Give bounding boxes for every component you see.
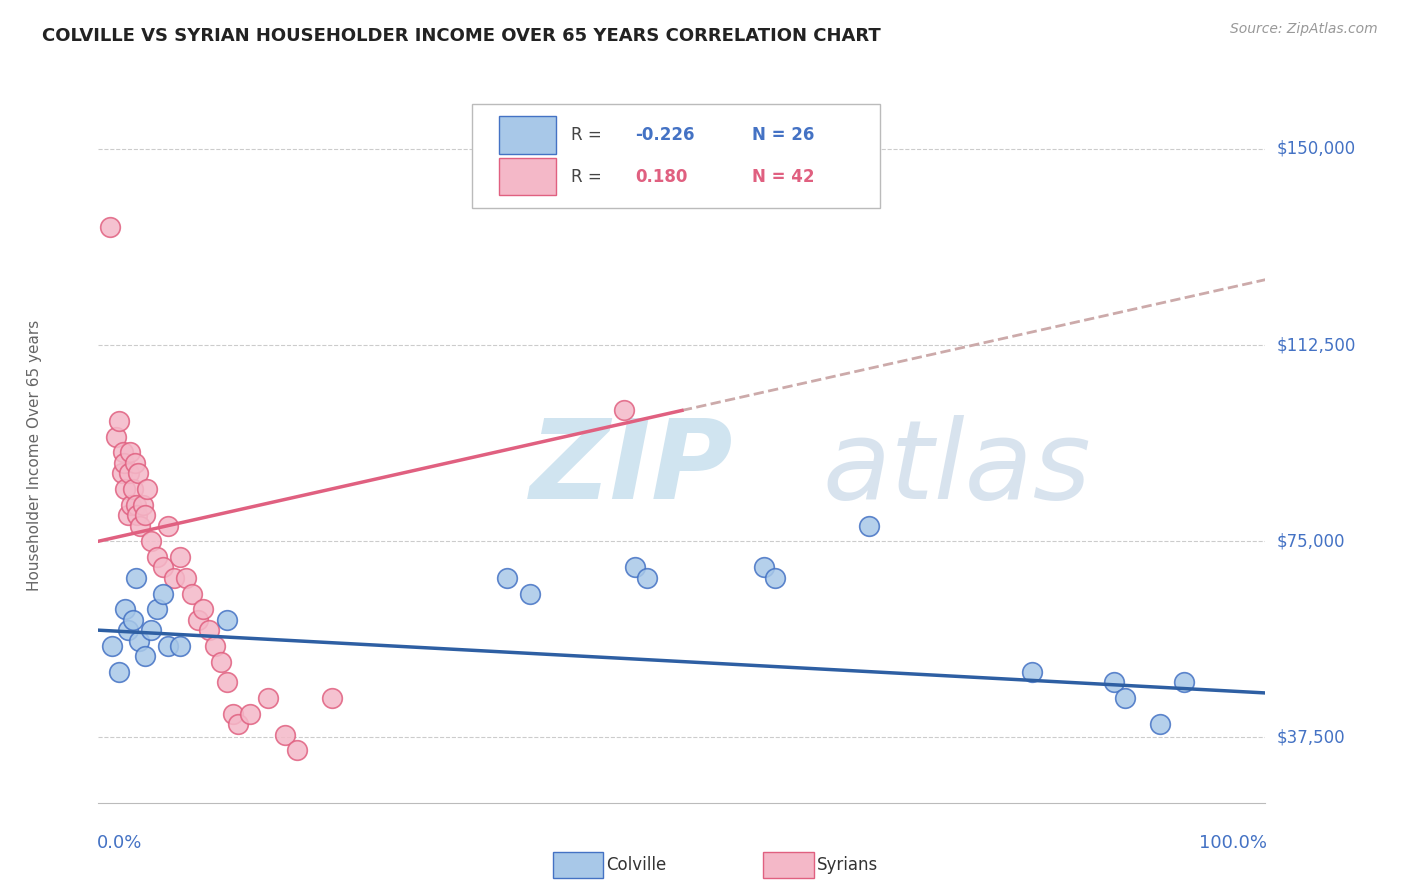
FancyBboxPatch shape bbox=[472, 103, 880, 208]
Point bbox=[120, 498, 142, 512]
Point bbox=[127, 467, 149, 481]
Point bbox=[117, 508, 139, 522]
Point bbox=[763, 571, 786, 585]
Point bbox=[101, 639, 124, 653]
Point bbox=[139, 534, 162, 549]
Point bbox=[118, 467, 141, 481]
Point bbox=[519, 586, 541, 600]
FancyBboxPatch shape bbox=[499, 158, 555, 195]
Point bbox=[187, 613, 209, 627]
Point bbox=[104, 429, 127, 443]
Point bbox=[125, 508, 148, 522]
Point bbox=[114, 482, 136, 496]
Point bbox=[209, 655, 232, 669]
Point bbox=[198, 623, 221, 637]
Point bbox=[118, 445, 141, 459]
Point bbox=[146, 549, 169, 564]
Text: atlas: atlas bbox=[823, 416, 1091, 523]
Text: R =: R = bbox=[571, 168, 607, 186]
Point bbox=[157, 518, 180, 533]
Point bbox=[98, 220, 121, 235]
Point bbox=[1021, 665, 1043, 679]
Point bbox=[134, 649, 156, 664]
Text: Syrians: Syrians bbox=[817, 856, 879, 874]
Point bbox=[111, 445, 134, 459]
Point bbox=[125, 571, 148, 585]
Point bbox=[134, 508, 156, 522]
FancyBboxPatch shape bbox=[499, 116, 555, 153]
Text: $75,000: $75,000 bbox=[1277, 533, 1346, 550]
Text: Householder Income Over 65 years: Householder Income Over 65 years bbox=[27, 319, 42, 591]
Point bbox=[274, 728, 297, 742]
Text: Colville: Colville bbox=[606, 856, 666, 874]
Text: Source: ZipAtlas.com: Source: ZipAtlas.com bbox=[1230, 22, 1378, 37]
Point bbox=[256, 691, 278, 706]
Point bbox=[129, 518, 152, 533]
Text: -0.226: -0.226 bbox=[636, 126, 695, 144]
Point bbox=[193, 602, 215, 616]
Point bbox=[169, 639, 191, 653]
Text: $150,000: $150,000 bbox=[1277, 140, 1355, 158]
Point bbox=[111, 467, 134, 481]
Point bbox=[132, 498, 155, 512]
Point bbox=[612, 403, 634, 417]
Point bbox=[125, 498, 148, 512]
Point bbox=[228, 717, 250, 731]
Point bbox=[1114, 691, 1136, 706]
Point bbox=[108, 665, 131, 679]
Point bbox=[152, 560, 174, 574]
Point bbox=[139, 623, 162, 637]
Point bbox=[128, 633, 150, 648]
Point bbox=[1149, 717, 1171, 731]
Point bbox=[169, 549, 191, 564]
Point bbox=[136, 482, 159, 496]
Point bbox=[215, 613, 238, 627]
Point bbox=[204, 639, 226, 653]
Point bbox=[152, 586, 174, 600]
Point bbox=[108, 414, 131, 428]
Point bbox=[117, 623, 139, 637]
Text: $37,500: $37,500 bbox=[1277, 729, 1346, 747]
Text: COLVILLE VS SYRIAN HOUSEHOLDER INCOME OVER 65 YEARS CORRELATION CHART: COLVILLE VS SYRIAN HOUSEHOLDER INCOME OV… bbox=[42, 27, 882, 45]
Point bbox=[285, 743, 308, 757]
Text: 0.0%: 0.0% bbox=[97, 834, 142, 852]
Point bbox=[114, 602, 136, 616]
Point bbox=[180, 586, 202, 600]
Point bbox=[174, 571, 197, 585]
Text: N = 26: N = 26 bbox=[752, 126, 814, 144]
Point bbox=[122, 613, 145, 627]
Point bbox=[112, 456, 135, 470]
Point bbox=[239, 706, 262, 721]
Point bbox=[636, 571, 658, 585]
Point bbox=[221, 706, 243, 721]
Point bbox=[146, 602, 169, 616]
Point bbox=[624, 560, 647, 574]
Point bbox=[215, 675, 238, 690]
Point bbox=[124, 456, 146, 470]
Point bbox=[163, 571, 186, 585]
Point bbox=[321, 691, 343, 706]
Point bbox=[495, 571, 517, 585]
Point bbox=[1173, 675, 1195, 690]
Point bbox=[1102, 675, 1125, 690]
Text: $112,500: $112,500 bbox=[1277, 336, 1355, 354]
Text: 100.0%: 100.0% bbox=[1198, 834, 1267, 852]
Point bbox=[157, 639, 180, 653]
Point bbox=[752, 560, 775, 574]
Text: ZIP: ZIP bbox=[530, 416, 734, 523]
Point bbox=[858, 518, 880, 533]
Text: N = 42: N = 42 bbox=[752, 168, 814, 186]
Point bbox=[122, 482, 145, 496]
Text: R =: R = bbox=[571, 126, 607, 144]
Text: 0.180: 0.180 bbox=[636, 168, 688, 186]
